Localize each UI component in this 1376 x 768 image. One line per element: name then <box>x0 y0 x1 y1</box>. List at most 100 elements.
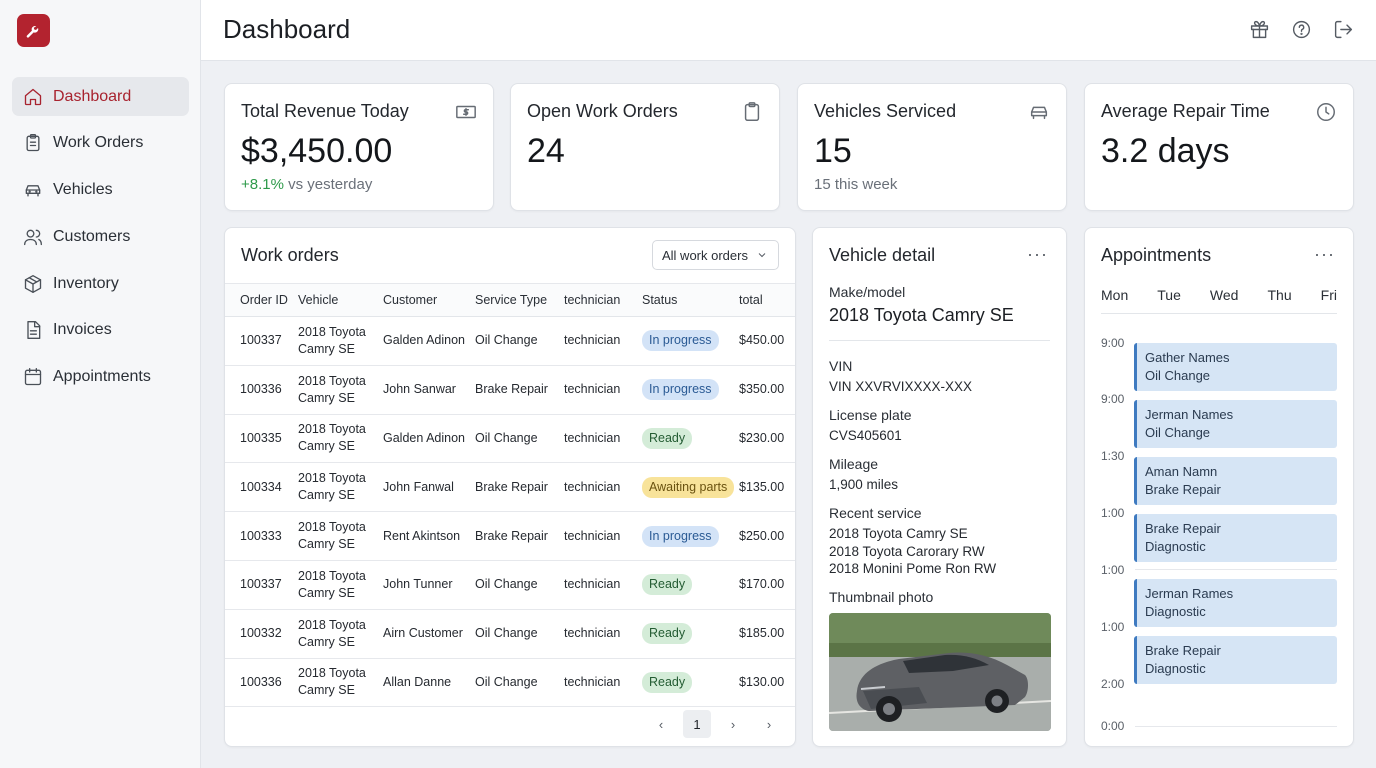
mileage-value: 1,900 miles <box>829 477 899 492</box>
logout-icon[interactable] <box>1332 18 1354 40</box>
box-icon <box>23 274 43 294</box>
weekday-header: Mon Tue Wed Thu Fri <box>1101 287 1337 314</box>
time-label: 1:00 <box>1101 563 1125 577</box>
vin-label: VIN <box>829 358 853 374</box>
users-icon <box>23 227 43 247</box>
column-header[interactable]: Order ID <box>225 283 298 317</box>
status-cell: In progress <box>642 316 739 366</box>
vehicle-line: 2018 Toyota <box>298 471 366 486</box>
column-header[interactable]: Status <box>642 283 739 317</box>
appointment-event[interactable]: Jerman Rames Diagnostic <box>1134 579 1337 627</box>
gift-icon[interactable] <box>1248 18 1270 40</box>
table-row[interactable]: 100335 2018 Toyota Camry SE Galden Adinon Oi… <box>225 414 795 464</box>
column-header[interactable]: Vehicle <box>298 283 383 317</box>
kpi-card-average-repair-time: Average Repair Time 3.2 days <box>1084 83 1354 211</box>
work-orders-title: Work orders <box>241 245 339 265</box>
table-row[interactable]: 100334 2018 Toyota Camry SE John Fanwal Brak… <box>225 462 795 513</box>
status-cell: Ready <box>642 560 739 610</box>
column-header[interactable]: total <box>739 283 795 317</box>
vehicle-line: Camry SE <box>298 585 355 600</box>
customer-cell: John Tunner <box>383 560 475 610</box>
vehicle-cell: 2018 Toyota Camry SE <box>298 511 383 561</box>
day-label[interactable]: Fri <box>1320 287 1337 303</box>
event-service: Diagnostic <box>1145 603 1206 619</box>
appointment-event[interactable]: Gather Names Oil Change <box>1134 343 1337 391</box>
total-cell: $250.00 <box>739 511 795 561</box>
sidebar-item-label: Work Orders <box>53 134 144 152</box>
status-cell: Ready <box>642 414 739 464</box>
sidebar-item-work-orders[interactable]: Work Orders <box>12 124 189 163</box>
appointment-event[interactable]: Jerman Names Oil Change <box>1134 400 1337 448</box>
top-header: Dashboard <box>201 0 1376 61</box>
vehicle-line: 2018 Toyota <box>298 373 366 388</box>
sidebar: Dashboard Work Orders Vehicles Customers… <box>0 0 201 768</box>
clipboard-icon <box>741 101 763 123</box>
day-label[interactable]: Tue <box>1157 287 1181 303</box>
prev-page-button[interactable]: ‹ <box>658 716 664 732</box>
current-page[interactable]: 1 <box>683 710 711 738</box>
total-cell: $230.00 <box>739 414 795 464</box>
sidebar-item-inventory[interactable]: Inventory <box>12 264 189 303</box>
work-orders-table: Order ID Vehicle Customer Service Type t… <box>225 283 795 708</box>
help-icon[interactable] <box>1290 18 1312 40</box>
kpi-title: Total Revenue Today <box>241 101 409 121</box>
table-row[interactable]: 100337 2018 Toyota Camry SE Galden Adinon Oi… <box>225 316 795 366</box>
kpi-change-label: vs yesterday <box>283 176 373 193</box>
time-gridline <box>1135 726 1337 727</box>
status-cell: In progress <box>642 365 739 415</box>
kpi-change: +8.1% <box>241 176 284 193</box>
wrench-icon[interactable] <box>17 14 50 47</box>
column-header[interactable]: technician <box>564 283 642 317</box>
calendar-icon <box>23 367 43 387</box>
appointment-event[interactable]: Brake Repair Diagnostic <box>1134 514 1337 562</box>
total-cell: $185.00 <box>739 609 795 659</box>
day-label[interactable]: Thu <box>1267 287 1292 303</box>
table-row[interactable]: 100336 2018 Toyota Camry SE John Sanwar Brak… <box>225 365 795 415</box>
table-row[interactable]: 100332 2018 Toyota Camry SE Airn Customer Oi… <box>225 609 795 659</box>
table-row[interactable]: 100336 2018 Toyota Camry SE Allan Danne Oil … <box>225 658 795 708</box>
appointments-card: Appointments ··· Mon Tue Wed Thu Fri 9:0… <box>1084 227 1354 747</box>
appointment-event[interactable]: Brake Repair Diagnostic <box>1134 636 1337 684</box>
status-badge: In progress <box>642 379 719 401</box>
technician-cell: technician <box>564 462 642 513</box>
home-icon <box>23 87 43 107</box>
status-cell: Awaiting parts <box>642 462 739 513</box>
day-label[interactable]: Wed <box>1209 287 1239 303</box>
more-options-icon[interactable]: ··· <box>1027 244 1048 264</box>
sidebar-item-appointments[interactable]: Appointments <box>12 358 189 397</box>
next-page-button[interactable]: › <box>730 716 736 732</box>
make-model-value: 2018 Toyota Camry SE <box>829 305 1014 325</box>
column-header[interactable]: Customer <box>383 283 475 317</box>
vehicle-photo <box>829 613 1051 731</box>
recent-service-item: 2018 Toyota Camry SE <box>829 526 968 541</box>
kpi-value: 15 <box>814 132 852 170</box>
appointment-event[interactable]: Aman Namn Brake Repair <box>1134 457 1337 505</box>
sidebar-item-dashboard[interactable]: Dashboard <box>12 77 189 116</box>
work-orders-filter-select[interactable]: All work orders <box>652 240 779 270</box>
event-title: Jerman Rames <box>1145 586 1234 601</box>
table-row[interactable]: 100333 2018 Toyota Camry SE Rent Akintson Br… <box>225 511 795 561</box>
time-label: 1:00 <box>1101 620 1125 634</box>
event-service: Oil Change <box>1145 424 1211 440</box>
table-row[interactable]: 100337 2018 Toyota Camry SE John Tunner Oil … <box>225 560 795 610</box>
kpi-card-open-work-orders: Open Work Orders 24 <box>510 83 780 211</box>
kpi-card-vehicles-serviced: Vehicles Serviced 15 15 this week <box>797 83 1067 211</box>
sidebar-item-invoices[interactable]: Invoices <box>12 311 189 350</box>
kpi-title: Vehicles Serviced <box>814 101 957 121</box>
recent-service-list: 2018 Toyota Camry SE 2018 Toyota Carorar… <box>829 525 996 578</box>
sidebar-item-label: Customers <box>53 227 131 245</box>
last-page-button[interactable]: › <box>766 716 772 732</box>
order-id: 100335 <box>225 414 298 464</box>
service-type-cell: Oil Change <box>475 316 564 366</box>
column-header[interactable]: Service Type <box>475 283 564 317</box>
time-label: 1:30 <box>1101 449 1125 463</box>
vehicle-detail-card: Vehicle detail ··· Make/model 2018 Toyot… <box>812 227 1067 747</box>
sidebar-item-vehicles[interactable]: Vehicles <box>12 171 189 210</box>
customer-cell: John Fanwal <box>383 462 475 513</box>
service-type-cell: Oil Change <box>475 658 564 708</box>
sidebar-item-customers[interactable]: Customers <box>12 217 189 256</box>
day-label[interactable]: Mon <box>1101 287 1129 303</box>
more-options-icon[interactable]: ··· <box>1314 244 1335 264</box>
vin-value: VIN XXVRVIXXXX-XXX <box>829 379 973 394</box>
thumbnail-photo-label: Thumbnail photo <box>829 589 934 605</box>
